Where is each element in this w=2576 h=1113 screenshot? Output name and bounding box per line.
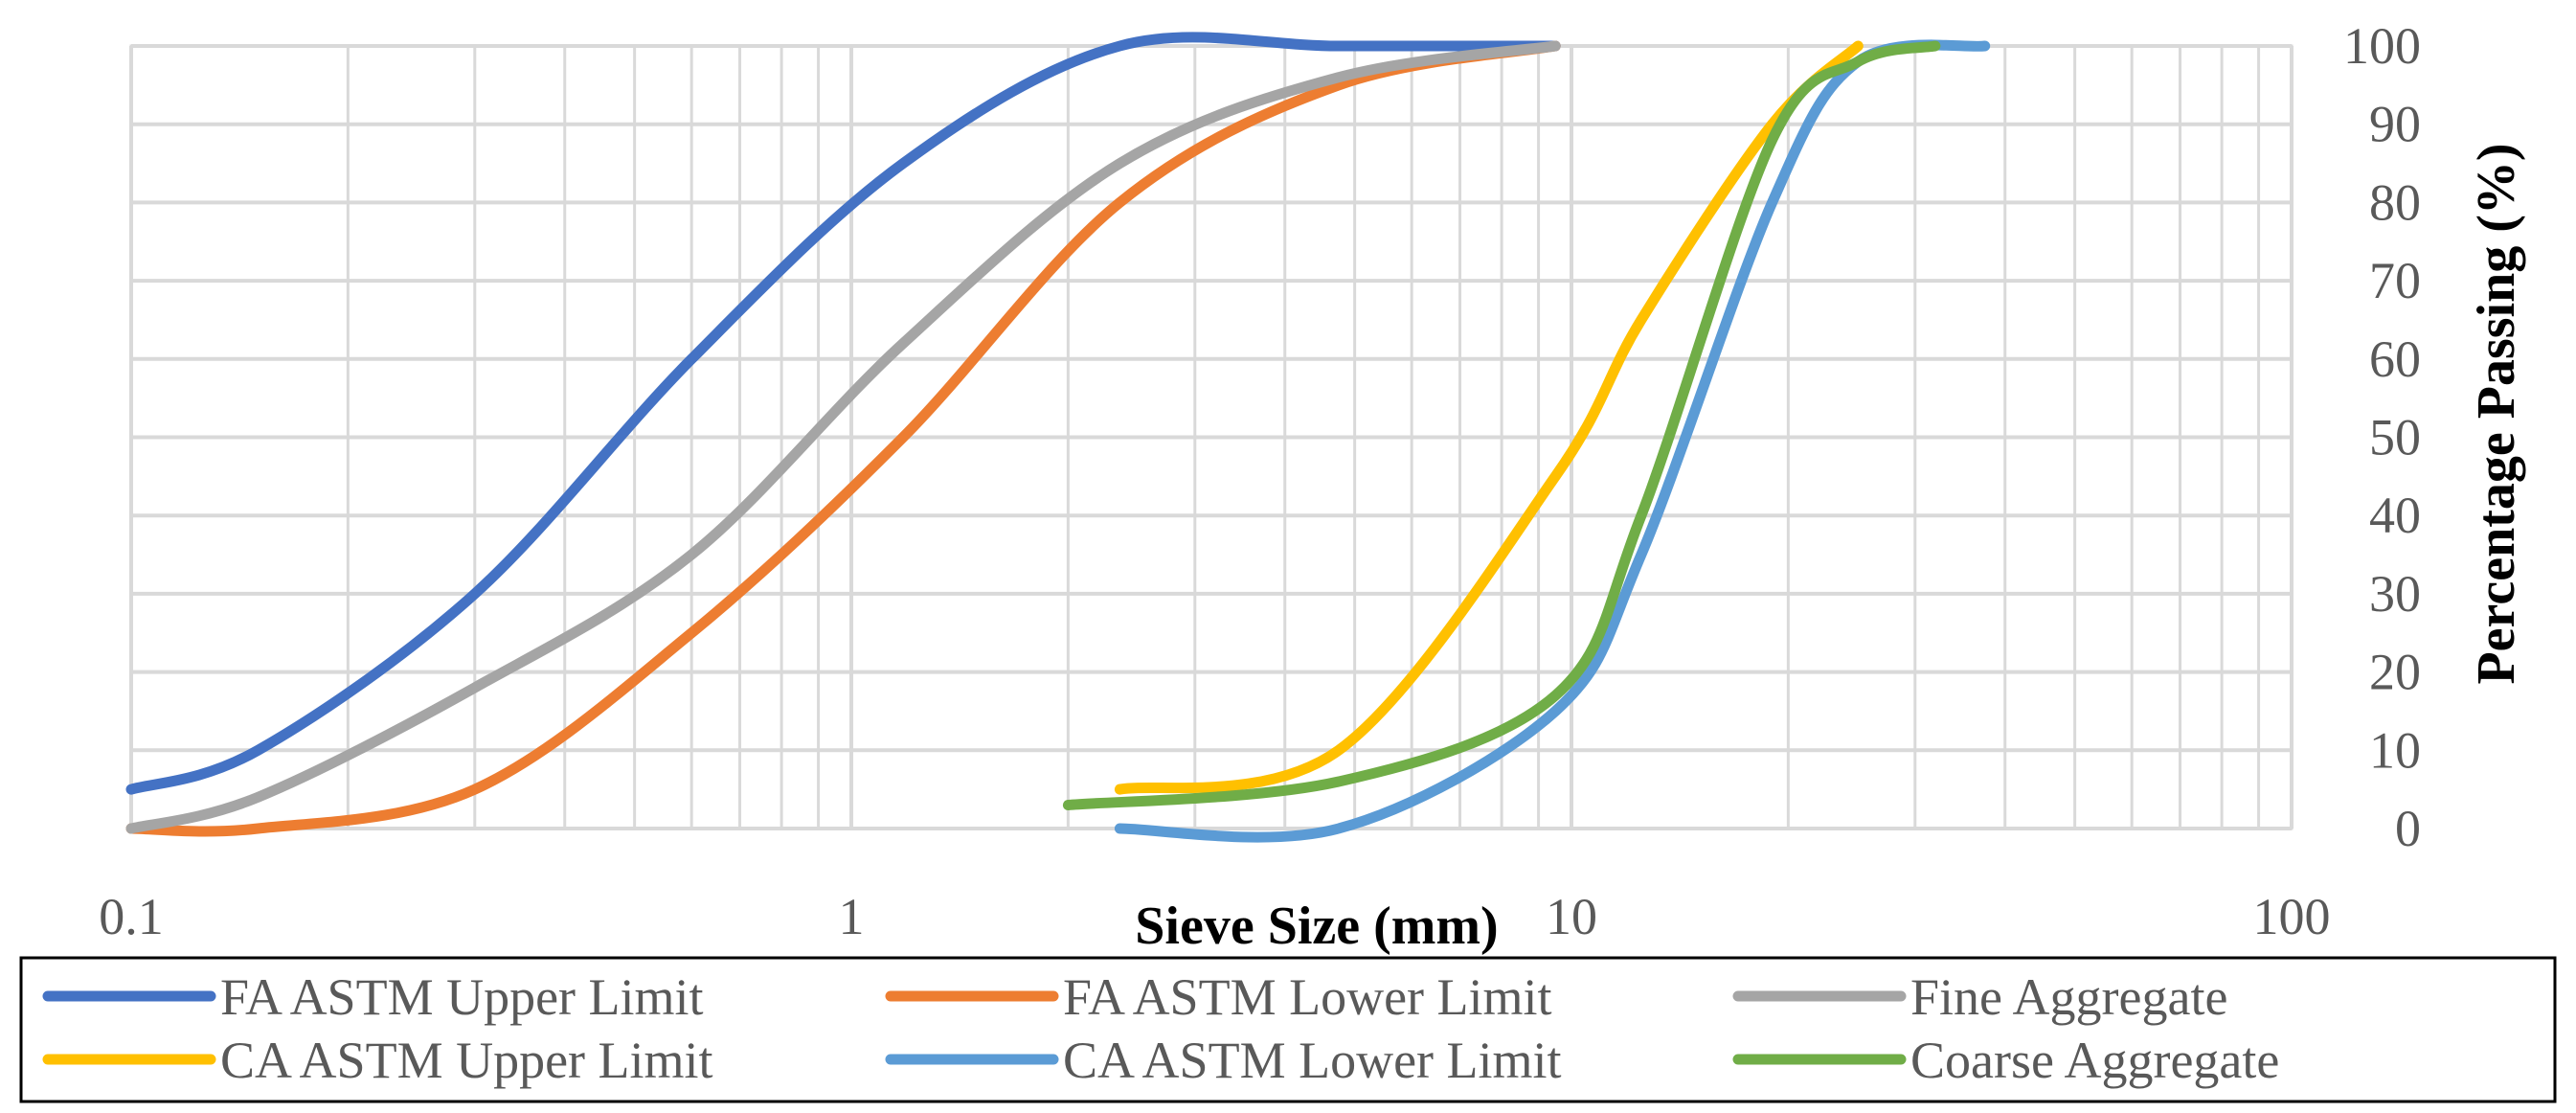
x-tick-label: 100 bbox=[2253, 888, 2331, 945]
x-axis-title: Sieve Size (mm) bbox=[1135, 897, 1498, 956]
y-tick-label: 10 bbox=[2369, 721, 2421, 779]
plot-area-border bbox=[129, 44, 2294, 830]
series-lines bbox=[125, 32, 1991, 843]
series-line-fa-astm-upper-limit bbox=[125, 32, 1561, 795]
legend-label-fa-astm-upper-limit: FA ASTM Upper Limit bbox=[220, 968, 704, 1026]
y-tick-label: 80 bbox=[2369, 173, 2421, 231]
legend: FA ASTM Upper Limit FA ASTM Lower Limit Fi… bbox=[19, 956, 2557, 1103]
y-axis-title: Percentage Passing (%) bbox=[2467, 143, 2526, 684]
legend-label-fa-astm-lower-limit: FA ASTM Lower Limit bbox=[1063, 968, 1552, 1026]
legend-label-coarse-aggregate: Coarse Aggregate bbox=[1910, 1032, 2279, 1089]
series-line-fa-astm-lower-limit bbox=[125, 40, 1561, 837]
y-tick-label: 100 bbox=[2343, 17, 2421, 75]
legend-label-fine-aggregate: Fine Aggregate bbox=[1910, 968, 2227, 1026]
series-line-coarse-aggregate bbox=[1062, 40, 1941, 810]
x-tick-label: 0.1 bbox=[99, 888, 164, 945]
y-tick-label: 60 bbox=[2369, 330, 2421, 388]
series-line-ca-astm-upper-limit bbox=[1114, 40, 1864, 795]
legend-border bbox=[19, 956, 2557, 1103]
x-axis-tick-labels: 0.1 1 10 100 bbox=[99, 888, 2330, 945]
y-tick-label: 0 bbox=[2395, 800, 2421, 857]
y-axis-tick-labels: 0 10 20 30 40 50 60 70 80 90 100 bbox=[2343, 17, 2421, 857]
y-tick-label: 30 bbox=[2369, 565, 2421, 623]
y-tick-label: 70 bbox=[2369, 252, 2421, 309]
x-tick-label: 10 bbox=[1546, 888, 1597, 945]
series-line-fine-aggregate bbox=[125, 40, 1561, 834]
y-tick-label: 50 bbox=[2369, 409, 2421, 466]
y-tick-label: 40 bbox=[2369, 487, 2421, 544]
legend-label-ca-astm-upper-limit: CA ASTM Upper Limit bbox=[220, 1032, 713, 1089]
x-tick-label: 1 bbox=[839, 888, 865, 945]
legend-label-ca-astm-lower-limit: CA ASTM Lower Limit bbox=[1063, 1032, 1562, 1089]
series-line-ca-astm-lower-limit bbox=[1114, 39, 1991, 843]
y-tick-label: 90 bbox=[2369, 96, 2421, 153]
major-gridlines bbox=[129, 44, 2294, 830]
y-tick-label: 20 bbox=[2369, 644, 2421, 701]
